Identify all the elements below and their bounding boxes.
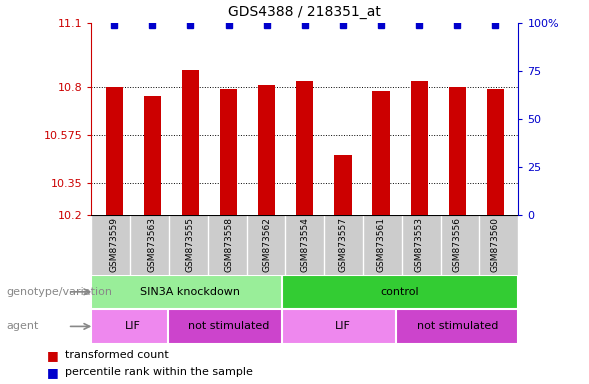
- Text: not stimulated: not stimulated: [188, 321, 269, 331]
- Text: GSM873556: GSM873556: [453, 217, 462, 272]
- Text: GSM873563: GSM873563: [148, 217, 157, 272]
- Text: transformed count: transformed count: [65, 350, 168, 360]
- Bar: [105, 87, 123, 215]
- Title: GDS4388 / 218351_at: GDS4388 / 218351_at: [229, 5, 381, 19]
- Text: GSM873562: GSM873562: [262, 217, 271, 272]
- Bar: [282, 275, 518, 309]
- Text: genotype/variation: genotype/variation: [6, 287, 112, 297]
- Bar: [449, 87, 466, 215]
- Bar: [182, 70, 199, 215]
- Bar: [411, 81, 428, 215]
- Bar: [487, 89, 504, 215]
- Bar: [282, 309, 404, 344]
- Text: GSM873554: GSM873554: [300, 217, 309, 272]
- Text: not stimulated: not stimulated: [416, 321, 498, 331]
- Text: control: control: [381, 287, 419, 297]
- Bar: [144, 96, 161, 215]
- Text: GSM873558: GSM873558: [224, 217, 233, 272]
- Bar: [167, 309, 290, 344]
- Bar: [91, 275, 290, 309]
- Text: GSM873561: GSM873561: [376, 217, 386, 272]
- Text: LIF: LIF: [125, 321, 141, 331]
- Bar: [372, 91, 390, 215]
- Text: LIF: LIF: [335, 321, 351, 331]
- Text: percentile rank within the sample: percentile rank within the sample: [65, 367, 253, 377]
- Bar: [220, 89, 237, 215]
- Text: GSM873560: GSM873560: [491, 217, 500, 272]
- Bar: [396, 309, 518, 344]
- Bar: [258, 85, 275, 215]
- Text: GSM873555: GSM873555: [186, 217, 195, 272]
- Text: ■: ■: [47, 349, 63, 362]
- Text: GSM873557: GSM873557: [339, 217, 348, 272]
- Text: GSM873553: GSM873553: [415, 217, 423, 272]
- Text: GSM873559: GSM873559: [110, 217, 118, 272]
- Text: ■: ■: [47, 366, 63, 379]
- Bar: [335, 155, 352, 215]
- Bar: [296, 81, 313, 215]
- Text: agent: agent: [6, 321, 38, 331]
- Bar: [91, 309, 175, 344]
- Text: SIN3A knockdown: SIN3A knockdown: [140, 287, 240, 297]
